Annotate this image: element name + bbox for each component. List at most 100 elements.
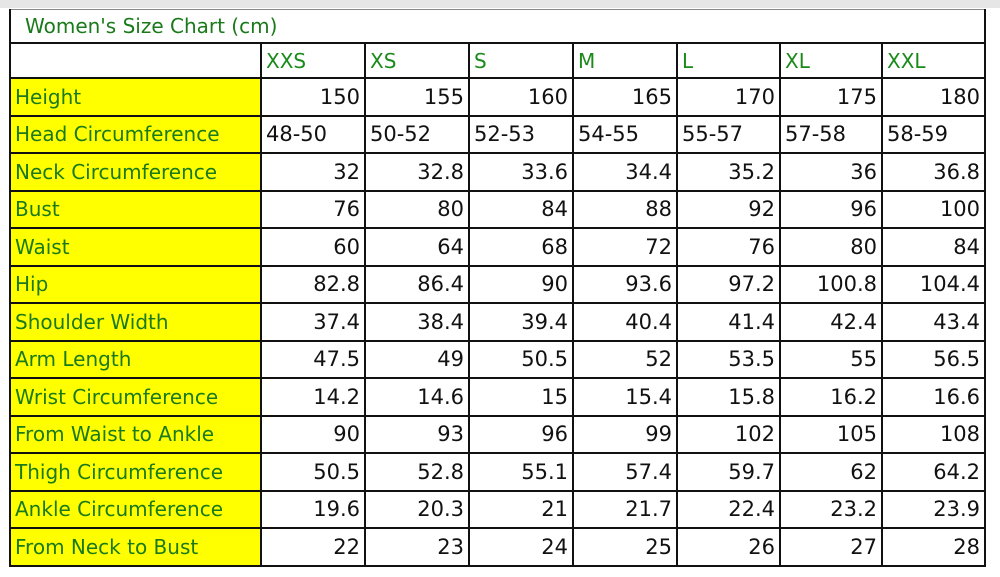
cell-value: 50.5 [260,452,366,492]
row-label: Hip [9,264,262,304]
cell-value: 15.4 [572,377,678,417]
cell-value: 15.8 [676,377,781,417]
cell-value: 55.1 [468,452,574,492]
cell-value: 14.6 [364,377,470,417]
cell-value: 58-59 [880,114,987,154]
chart-title: Women's Size Chart (cm) [8,9,987,44]
cell-value: 39.4 [468,302,574,342]
title-row: Women's Size Chart (cm) [8,9,987,44]
cell-value: 80 [364,189,470,229]
cell-value: 150 [260,77,366,117]
cell-value: 92 [676,189,781,229]
cell-value: 43.4 [880,302,987,342]
cell-value: 56.5 [880,339,987,379]
cell-value: 175 [779,77,883,117]
cell-value: 22.4 [676,489,781,529]
cell-value: 180 [880,77,987,117]
cell-value: 84 [880,227,987,267]
cell-value: 60 [260,227,366,267]
cell-value: 34.4 [572,152,678,192]
cell-value: 68 [468,227,574,267]
size-header-xxl: XXL [880,42,987,79]
cell-value: 49 [364,339,470,379]
size-header-l: L [676,42,781,79]
cell-value: 55 [779,339,883,379]
cell-value: 16.2 [779,377,883,417]
cell-value: 52-53 [468,114,574,154]
cell-value: 84 [468,189,574,229]
cell-value: 36.8 [880,152,987,192]
row-label: Shoulder Width [9,302,262,342]
cell-value: 90 [468,264,574,304]
cell-value: 93.6 [572,264,678,304]
cell-value: 54-55 [572,114,678,154]
row-label: Head Circumference [9,114,262,154]
cell-value: 36 [779,152,883,192]
cell-value: 57.4 [572,452,678,492]
cell-value: 97.2 [676,264,781,304]
cell-value: 108 [880,414,987,454]
row-label: Bust [9,189,262,229]
cell-value: 32 [260,152,366,192]
cell-value: 100.8 [779,264,883,304]
table-row: Waist 60 64 68 72 76 80 84 [9,227,987,267]
cell-value: 15 [468,377,574,417]
cell-value: 72 [572,227,678,267]
cell-value: 42.4 [779,302,883,342]
cell-value: 82.8 [260,264,366,304]
table-row: Hip 82.8 86.4 90 93.6 97.2 100.8 104.4 [9,264,987,304]
size-header-xs: XS [364,42,470,79]
cell-value: 102 [676,414,781,454]
cell-value: 14.2 [260,377,366,417]
row-label: From Neck to Bust [9,527,262,567]
cell-value: 155 [364,77,470,117]
cell-value: 16.6 [880,377,987,417]
row-label: Height [9,77,262,117]
cell-value: 96 [468,414,574,454]
header-blank [9,42,262,79]
size-header-xxs: XXS [260,42,366,79]
cell-value: 55-57 [676,114,781,154]
table-row: From Waist to Ankle 90 93 96 99 102 105 108 [9,414,987,454]
cell-value: 80 [779,227,883,267]
cell-value: 170 [676,77,781,117]
cell-value: 21 [468,489,574,529]
cell-value: 105 [779,414,883,454]
table-row: Neck Circumference 32 32.8 33.6 34.4 35.2 36 36… [9,152,987,192]
cell-value: 33.6 [468,152,574,192]
cell-value: 64 [364,227,470,267]
cell-value: 93 [364,414,470,454]
cell-value: 165 [572,77,678,117]
cell-value: 19.6 [260,489,366,529]
cell-value: 23.9 [880,489,987,529]
table-row: Wrist Circumference 14.2 14.6 15 15.4 15.8 16.… [9,377,987,417]
cell-value: 76 [676,227,781,267]
cell-value: 100 [880,189,987,229]
cell-value: 53.5 [676,339,781,379]
cell-value: 35.2 [676,152,781,192]
cell-value: 50-52 [364,114,470,154]
table-row: From Neck to Bust 22 23 24 25 26 27 28 [9,527,987,567]
cell-value: 104.4 [880,264,987,304]
cell-value: 86.4 [364,264,470,304]
cell-value: 59.7 [676,452,781,492]
cell-value: 23.2 [779,489,883,529]
cell-value: 25 [572,527,678,567]
cell-value: 37.4 [260,302,366,342]
cell-value: 57-58 [779,114,883,154]
cell-value: 52.8 [364,452,470,492]
cell-value: 90 [260,414,366,454]
header-row: XXS XS S M L XL XXL [9,42,987,79]
size-header-m: M [572,42,678,79]
cell-value: 88 [572,189,678,229]
cell-value: 28 [880,527,987,567]
table-row: Bust 76 80 84 88 92 96 100 [9,189,987,229]
table-row: Height 150 155 160 165 170 175 180 [9,77,987,117]
row-label: From Waist to Ankle [9,414,262,454]
table-row: Thigh Circumference 50.5 52.8 55.1 57.4 59.7 6… [9,452,987,492]
cell-value: 26 [676,527,781,567]
table-row: Ankle Circumference 19.6 20.3 21 21.7 22.4 23.… [9,489,987,529]
cell-value: 64.2 [880,452,987,492]
cell-value: 99 [572,414,678,454]
cell-value: 52 [572,339,678,379]
